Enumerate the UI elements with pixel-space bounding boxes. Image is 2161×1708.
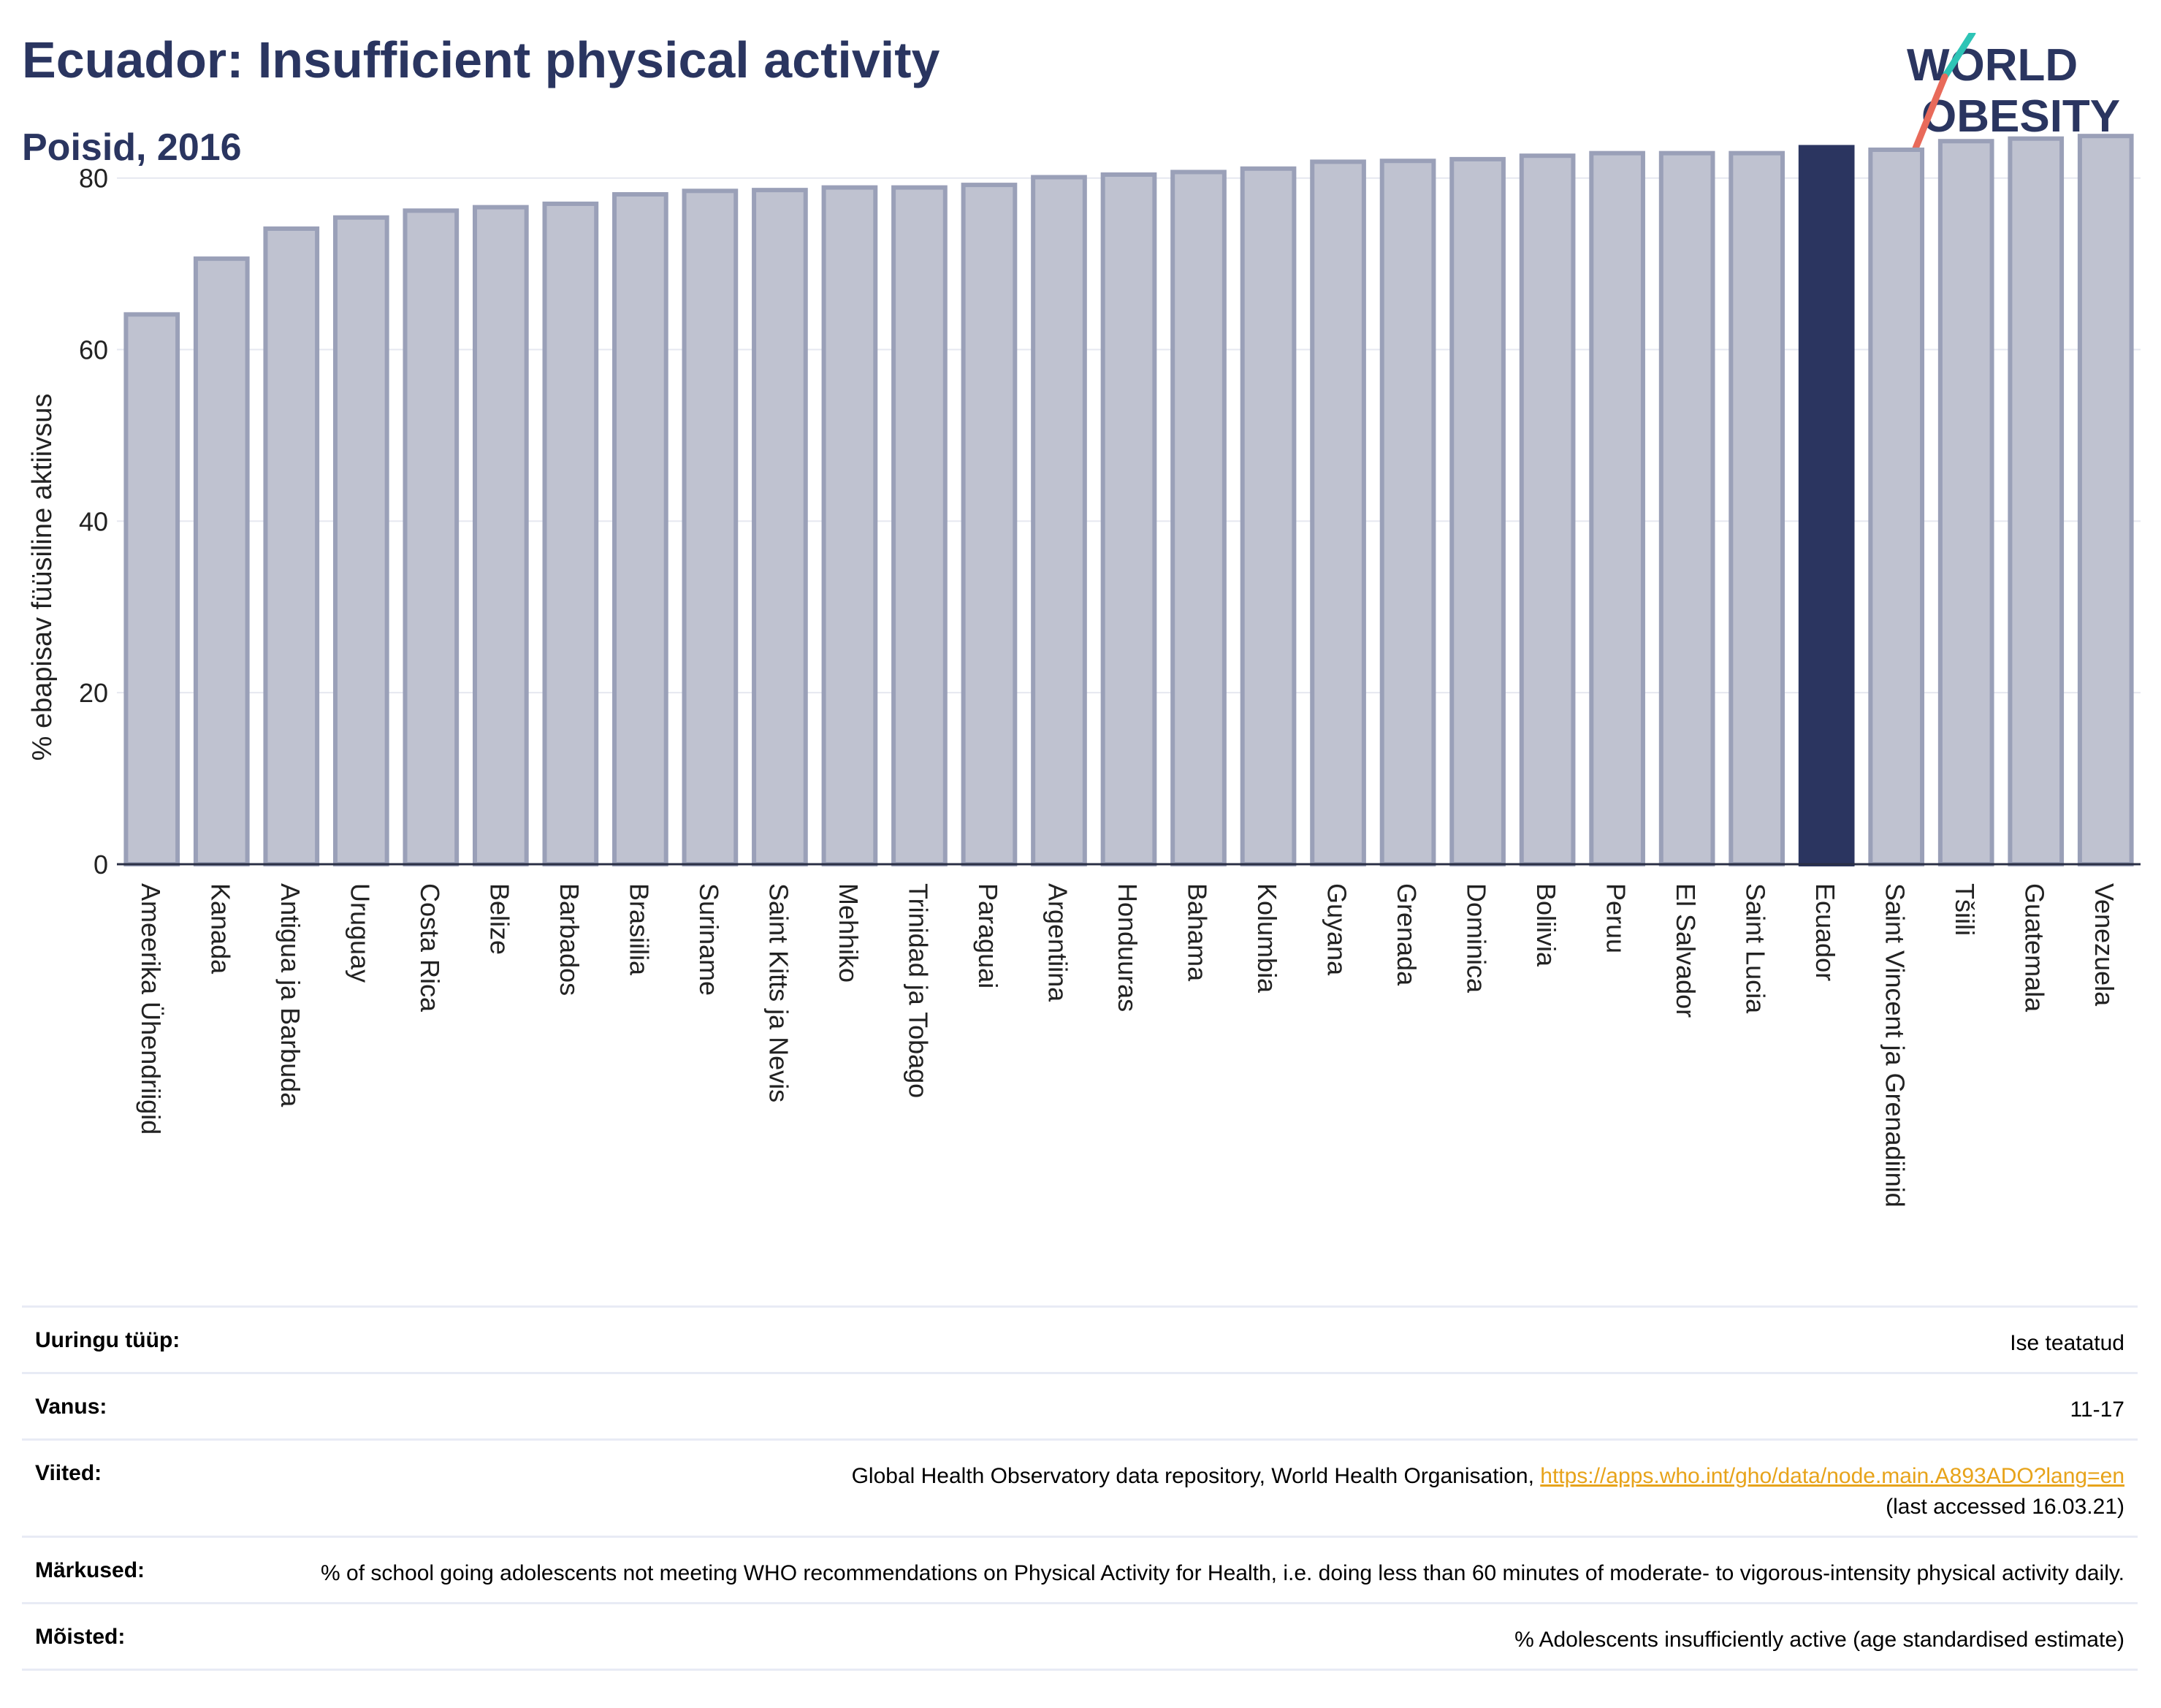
bar-saint-lucia [1729,150,1785,866]
x-tick-label: Uruguay [345,883,375,983]
bars [123,134,2134,867]
y-tick-label: 20 [79,678,108,708]
bar-uruguay [332,215,389,867]
bar-mehhiko [821,185,878,867]
info-label: Uuringu tüüp: [35,1328,180,1352]
info-value: Ise teatatud [2010,1331,2124,1355]
bar-argentiina [1031,175,1087,867]
logo-slash-teal [1941,33,1976,80]
info-row-references: Viited: Global Health Observatory data r… [22,1438,2138,1536]
bar-guatemala [2008,136,2065,866]
x-tick-label: Barbados [554,883,584,996]
logo-slash-coral [1912,73,1948,152]
axes: 0 20 40 60 80 Ameerika Ühendriigid Kanada Antig… [79,164,2141,1208]
x-tick-label: Tšiili [1950,883,1980,936]
reference-link[interactable]: https://apps.who.int/gho/data/node.main.… [1540,1464,2124,1488]
info-row-notes: Märkused: % of school going adolescents … [22,1536,2138,1602]
bar-honduuras [1100,172,1157,867]
logo-text-obesity: OBESITY [1921,91,2120,142]
x-tick-label: Venezuela [2089,883,2119,1007]
y-tick-label: 40 [79,506,108,536]
info-label: Vanus: [35,1395,107,1419]
info-row-definitions: Mõisted: % Adolescents insufficiently ac… [22,1602,2138,1671]
bar-dominica [1449,156,1506,866]
info-label: Mõisted: [35,1625,126,1649]
x-tick-label: Grenada [1392,883,1422,986]
bar-venezuela [2077,134,2134,866]
info-table: Uuringu tüüp: Ise teatatud Vanus: 11-17 … [22,1305,2138,1671]
x-tick-label: Saint Vincent ja Grenadiinid [1880,883,1910,1208]
x-tick-label: Guatemala [2020,883,2050,1013]
info-label: Viited: [35,1461,102,1485]
bar-barbados [542,201,599,867]
x-tick-label: Saint Lucia [1741,883,1771,1014]
bar-boliivia [1519,153,1576,866]
x-tick-label: Costa Rica [415,883,445,1013]
bar-belize [473,205,529,867]
info-label: Märkused: [35,1558,145,1582]
bar-suriname [682,188,739,867]
reference-accessed: (last accessed 16.03.21) [1886,1495,2124,1519]
x-tick-label: Ameerika Ühendriigid [136,883,166,1135]
x-tick-label: Saint Kitts ja Nevis [763,883,793,1102]
x-tick-label: Mehhiko [834,883,864,983]
logo-text-world: WORLD [1907,40,2078,91]
x-tick-label: Kolumbia [1252,883,1282,994]
x-tick-label: Argentiina [1043,883,1072,1002]
bar-peruu [1589,150,1645,866]
bar-chart: 0 20 40 60 80 Ameerika Ühendriigid Kanada Antig… [27,134,2141,1208]
x-tick-label: Peruu [1601,883,1631,953]
x-tick-label: Brasiilia [624,883,654,976]
x-tick-label: Belize [484,883,514,955]
x-tick-label: Paraguai [973,883,1003,988]
bar-el-salvador [1658,150,1715,866]
x-tick-label: Guyana [1322,883,1352,976]
chart-title: Ecuador: Insufficient physical activity [22,31,940,88]
bar-kolumbia [1240,166,1297,866]
y-axis-label: % ebapisav füüsiline aktiivsus [27,394,58,761]
x-tick-label: Bahama [1183,883,1213,982]
bar-bahama [1170,169,1227,866]
bar-trinidad-ja-tobago [891,185,948,867]
x-tick-label: Suriname [694,883,724,996]
chart-subtitle: Poisid, 2016 [22,126,242,169]
x-tick-label: Ecuador [1810,883,1840,981]
x-tick-label: Trinidad ja Tobago [903,883,933,1098]
bar-guyana [1310,159,1366,866]
bar-costa-rica [403,208,460,867]
world-obesity-logo: WORLD OBESITY [1907,33,2120,152]
bar-saint-kitts-ja-nevis [752,188,808,866]
info-row-survey-type: Uuringu tüüp: Ise teatatud [22,1305,2138,1372]
x-tick-label: Boliivia [1531,883,1561,967]
bar-brasiilia [612,192,668,867]
bar-grenada [1379,159,1436,867]
x-tick-label: El Salvador [1671,883,1701,1018]
reference-text: Global Health Observatory data repositor… [851,1464,1534,1488]
x-tick-label: Antigua ja Barbuda [275,883,305,1107]
bar-paraguai [961,183,1018,866]
x-tick-label: Dominica [1462,883,1492,994]
y-tick-label: 0 [94,850,108,880]
bar-t-iili [1937,139,1994,867]
bar-ecuador [1798,145,1855,867]
y-tick-label: 80 [79,164,108,194]
info-value: 11-17 [2070,1398,2124,1422]
info-row-age: Vanus: 11-17 [22,1372,2138,1438]
x-tick-label: Honduuras [1113,883,1143,1012]
x-tick-label: Kanada [205,883,235,975]
info-value: % Adolescents insufficiently active (age… [1514,1628,2124,1652]
info-value: Global Health Observatory data repositor… [852,1461,2124,1522]
bar-kanada [193,256,250,866]
bar-ameerika-hendriigid [123,312,180,867]
info-value: % of school going adolescents not meetin… [321,1561,2124,1585]
y-tick-label: 60 [79,335,108,365]
bar-antigua-ja-barbuda [263,226,320,866]
bar-saint-vincent-ja-grenadiinid [1868,147,1925,866]
